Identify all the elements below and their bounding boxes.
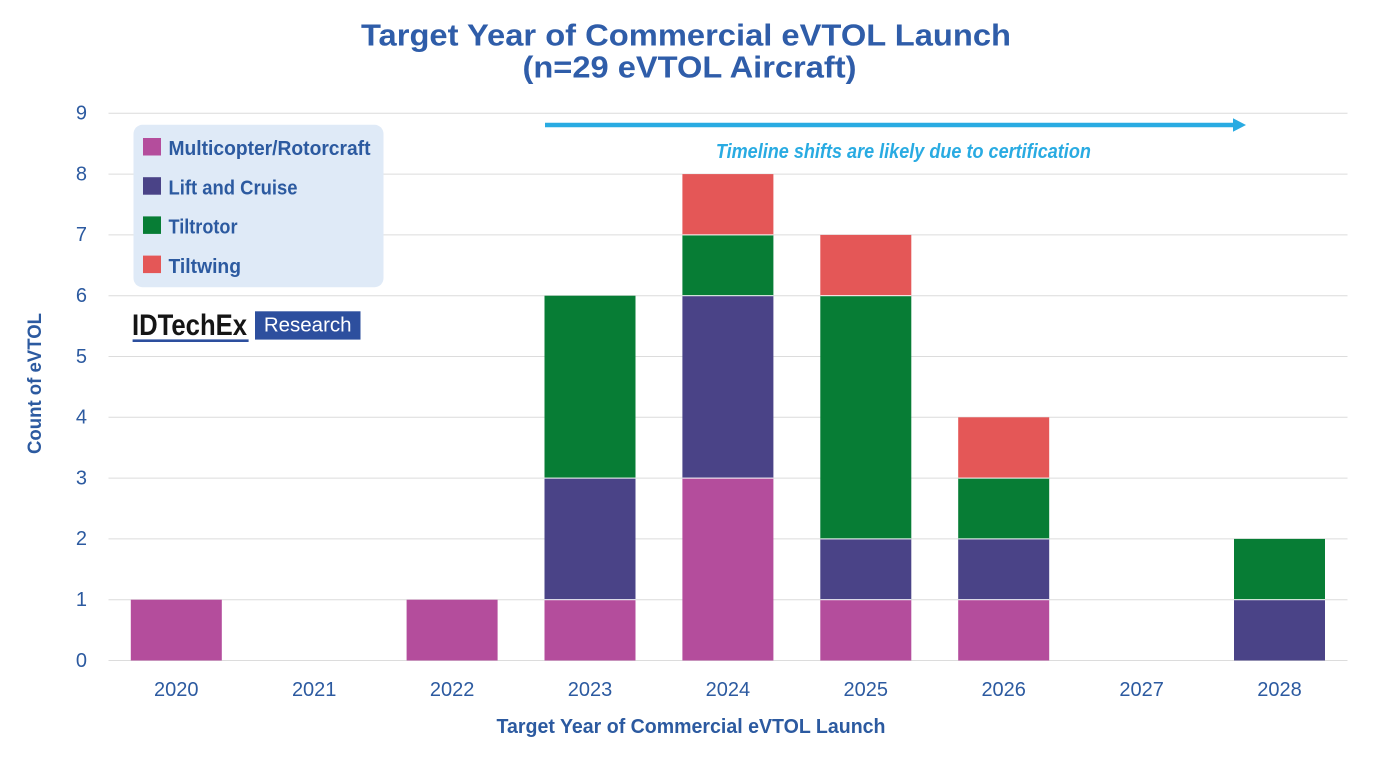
svg-text:Multicopter/Rotorcraft: Multicopter/Rotorcraft <box>169 138 371 160</box>
svg-text:2020: 2020 <box>154 679 199 701</box>
svg-text:Research: Research <box>264 314 352 337</box>
svg-text:Tiltrotor: Tiltrotor <box>169 217 238 239</box>
svg-text:Tiltwing: Tiltwing <box>169 256 242 278</box>
svg-text:4: 4 <box>76 407 87 429</box>
svg-text:2028: 2028 <box>1257 679 1302 701</box>
svg-text:Target Year of Commercial eVTO: Target Year of Commercial eVTOL Launch <box>361 17 1011 52</box>
svg-text:Target Year of Commercial eVTO: Target Year of Commercial eVTOL Launch <box>497 715 886 738</box>
svg-text:6: 6 <box>76 285 87 307</box>
svg-text:7: 7 <box>76 224 87 246</box>
svg-text:9: 9 <box>76 103 87 125</box>
svg-text:0: 0 <box>76 650 87 672</box>
svg-text:2025: 2025 <box>844 679 889 701</box>
svg-text:1: 1 <box>76 589 87 611</box>
svg-text:Lift and Cruise: Lift and Cruise <box>169 177 298 199</box>
svg-text:2026: 2026 <box>981 679 1026 701</box>
svg-text:2023: 2023 <box>568 679 613 701</box>
svg-text:Count of eVTOL: Count of eVTOL <box>25 313 46 454</box>
svg-text:(n=29 eVTOL Aircraft): (n=29 eVTOL Aircraft) <box>523 50 857 85</box>
svg-text:3: 3 <box>76 467 87 489</box>
svg-text:2022: 2022 <box>430 679 475 701</box>
svg-text:2027: 2027 <box>1119 679 1164 701</box>
svg-text:Timeline shifts are likely due: Timeline shifts are likely due to certif… <box>716 141 1091 163</box>
svg-text:5: 5 <box>76 346 87 368</box>
svg-text:IDTechEx: IDTechEx <box>132 309 247 342</box>
svg-text:2024: 2024 <box>706 679 751 701</box>
svg-text:2: 2 <box>76 528 87 550</box>
svg-text:8: 8 <box>76 163 87 185</box>
svg-text:2021: 2021 <box>292 679 337 701</box>
